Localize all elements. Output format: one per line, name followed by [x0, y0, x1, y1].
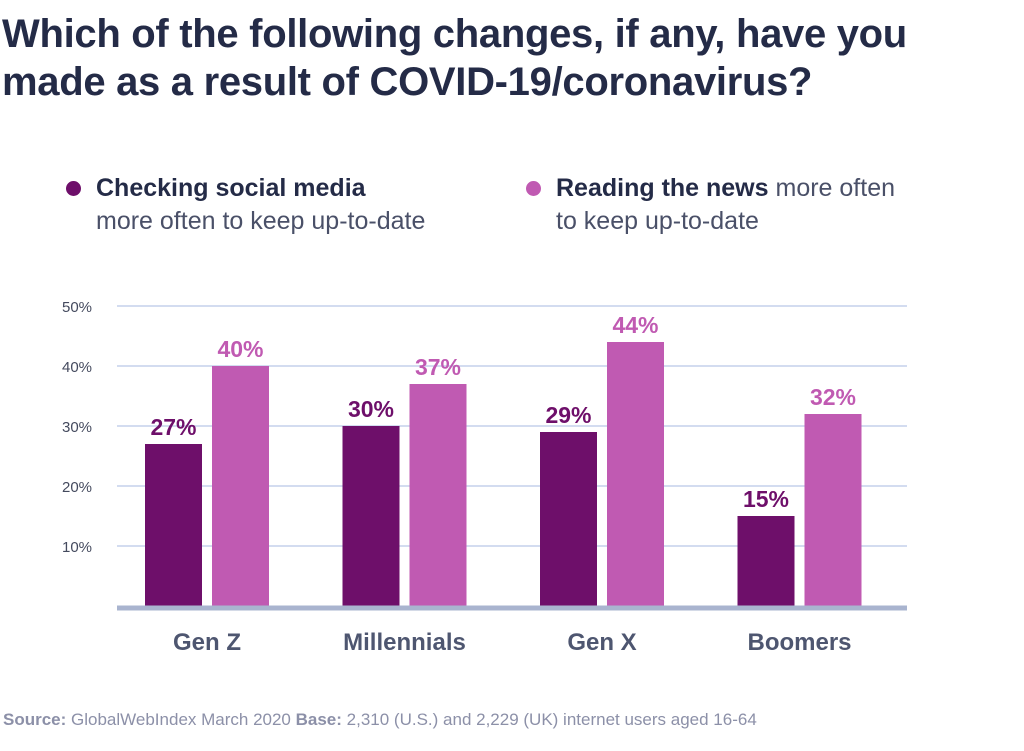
bar-chart: 10% 20% 30% 40% 50% 27% 40% Gen Z 30% 37% Millenni…: [62, 299, 907, 656]
y-tick-label: 20%: [62, 479, 92, 496]
base-label: Base:: [295, 710, 342, 729]
data-label: 40%: [217, 336, 263, 362]
data-label: 15%: [743, 486, 789, 512]
legend-label-rest: more often: [768, 174, 895, 202]
legend-marker-news: [526, 181, 541, 196]
data-label: 27%: [150, 414, 196, 440]
category-label: Gen X: [567, 629, 636, 656]
category-label: Millennials: [343, 629, 466, 656]
data-label: 44%: [612, 312, 658, 338]
source-text: GlobalWebIndex March 2020: [66, 710, 296, 729]
bar: [342, 426, 400, 606]
base-text: 2,310 (U.S.) and 2,229 (UK) internet use…: [341, 710, 757, 729]
bar: [540, 432, 597, 606]
legend-label-bold: Reading the news: [556, 174, 769, 202]
data-label: 37%: [415, 354, 461, 380]
source-note: Source: GlobalWebIndex March 2020 Base: …: [3, 710, 757, 730]
title-line-2: made as a result of COVID-19/coronavirus…: [2, 60, 813, 104]
category-label: Boomers: [747, 629, 851, 656]
y-tick-label: 30%: [62, 419, 92, 436]
y-tick-label: 40%: [62, 359, 92, 376]
bar: [804, 414, 862, 606]
data-label: 29%: [545, 402, 591, 428]
y-tick-label: 10%: [62, 539, 92, 556]
bar: [607, 342, 664, 606]
legend-label-line2: to keep up-to-date: [556, 207, 759, 235]
legend-label-bold: Checking social media: [96, 174, 366, 202]
source-label: Source:: [3, 710, 67, 729]
y-tick-label: 50%: [62, 299, 92, 316]
chart-title: Which of the following changes, if any, …: [2, 10, 1012, 106]
legend-marker-social-media: [66, 181, 81, 196]
legend-item-social-media: Checking social media more often to keep…: [66, 172, 426, 238]
bar: [409, 384, 467, 606]
data-label: 30%: [348, 396, 394, 422]
legend-item-news: Reading the news more often to keep up-t…: [526, 172, 895, 238]
bar: [212, 366, 269, 606]
legend-label-line2: more often to keep up-to-date: [96, 207, 426, 235]
title-line-1: Which of the following changes, if any, …: [2, 12, 907, 56]
bar: [145, 444, 202, 606]
data-label: 32%: [810, 384, 856, 410]
category-label: Gen Z: [173, 629, 241, 656]
bar: [737, 516, 795, 606]
